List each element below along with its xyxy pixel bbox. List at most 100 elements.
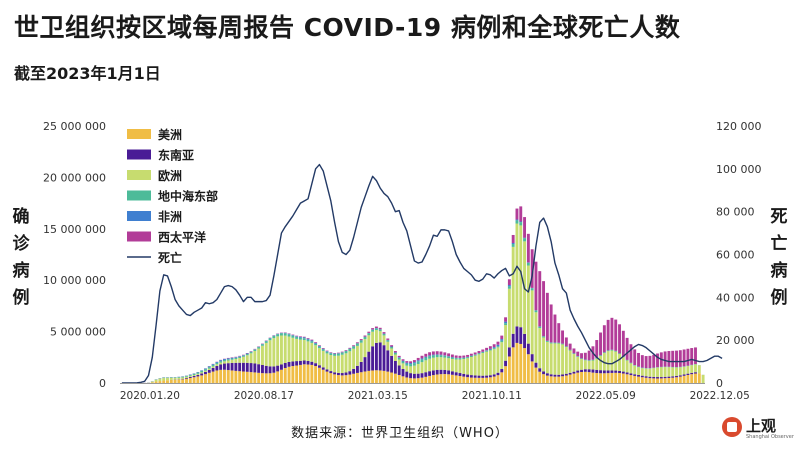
bar-segment — [325, 369, 329, 372]
bar-segment — [542, 336, 546, 338]
bar-segment — [298, 336, 302, 338]
bar-segment — [667, 377, 671, 383]
bar-segment — [378, 329, 382, 332]
bar-segment — [249, 372, 253, 383]
bar-segment — [428, 352, 432, 356]
bar-segment — [188, 375, 192, 377]
deaths-line — [121, 163, 723, 384]
bar-segment — [325, 351, 329, 354]
bar-segment — [204, 369, 207, 371]
bar-segment — [416, 357, 420, 361]
bar-segment — [215, 370, 219, 383]
bar-segment — [435, 354, 439, 355]
bar-segment — [166, 378, 169, 381]
bar-segment — [568, 374, 572, 383]
bar-segment — [447, 356, 451, 359]
bar-segment — [268, 340, 272, 367]
bar-segment — [572, 348, 576, 354]
bar-segment — [644, 356, 648, 369]
bar-segment — [230, 358, 234, 360]
logo-text: 上观 — [746, 417, 777, 435]
bar-segment — [485, 351, 489, 376]
bar-segment — [621, 357, 625, 372]
bar-segment — [637, 376, 640, 383]
bar-segment — [283, 367, 287, 383]
bar-segment — [223, 359, 226, 360]
bar-segment — [374, 342, 378, 371]
bar-segment — [568, 350, 572, 373]
bar-segment — [188, 377, 192, 383]
bar-segment — [166, 377, 169, 379]
bar-segment — [553, 343, 557, 375]
bar-segment — [409, 378, 413, 383]
bar-segment — [393, 373, 397, 383]
bar-segment — [287, 334, 291, 337]
bar-segment — [678, 375, 682, 377]
bar-segment — [656, 367, 659, 378]
bar-segment — [344, 375, 348, 383]
legend-label: 地中海东部 — [158, 189, 218, 204]
bar-segment — [264, 365, 268, 374]
bar-segment — [458, 355, 462, 358]
bar-segment — [602, 370, 606, 374]
source-note: 数据来源：世界卫生组织（WHO） — [291, 426, 509, 441]
y-axis-left-label: 确诊病例 — [12, 207, 30, 308]
bar-segment — [306, 361, 310, 365]
bar-segment — [397, 374, 401, 383]
bar-segment — [192, 376, 196, 378]
bar-segment — [162, 378, 166, 381]
bar-segment — [450, 371, 454, 375]
bar-segment — [534, 312, 538, 363]
bar-segment — [314, 342, 318, 344]
bar-segment — [534, 362, 538, 368]
legend-label: 欧洲 — [158, 168, 182, 183]
legend-label: 东南亚 — [158, 148, 194, 163]
bar-segment — [443, 355, 447, 358]
bar-segment — [317, 365, 321, 368]
bar-segment — [656, 353, 659, 368]
bar-segment — [458, 359, 462, 374]
bar-segment — [302, 340, 306, 361]
bar-segment — [374, 328, 378, 331]
bar-segment — [234, 370, 238, 383]
bar-segment — [333, 353, 337, 354]
bar-segment — [439, 355, 443, 358]
bar-segment — [671, 350, 675, 367]
bar-segment — [283, 335, 287, 363]
bar-segment — [534, 310, 538, 313]
bar-segment — [211, 367, 215, 372]
bar-segment — [561, 343, 564, 345]
bar-segment — [416, 378, 420, 383]
bar-segment — [637, 367, 640, 375]
bar-segment — [409, 361, 413, 364]
bar-segment — [561, 330, 564, 344]
bar-segment — [485, 350, 489, 352]
bar-segment — [618, 324, 621, 354]
bar-segment — [291, 335, 295, 336]
bar-segment — [317, 348, 321, 366]
bar-segment — [367, 331, 371, 333]
bar-segment — [280, 369, 283, 383]
bar-segment — [564, 346, 568, 348]
bar-segment — [435, 374, 439, 383]
bar-segment — [420, 355, 424, 359]
bar-segment — [314, 366, 318, 383]
bar-segment — [500, 369, 504, 373]
bar-segment — [481, 349, 485, 352]
bar-segment — [553, 314, 557, 343]
bar-segment — [405, 371, 409, 378]
bar-segment — [230, 359, 234, 363]
bar-segment — [261, 344, 264, 346]
bar-segment — [545, 375, 549, 383]
bar-segment — [329, 353, 333, 356]
bar-segment — [412, 360, 416, 363]
logo-mark-icon — [722, 417, 742, 437]
bar-segment — [428, 371, 432, 376]
bar-segment — [534, 367, 538, 383]
bar-segment — [500, 372, 504, 383]
bar-segment — [382, 332, 386, 334]
bar-segment — [542, 371, 546, 375]
bar-segment — [306, 339, 310, 342]
bar-segment — [253, 349, 257, 352]
bar-segment — [428, 358, 432, 372]
